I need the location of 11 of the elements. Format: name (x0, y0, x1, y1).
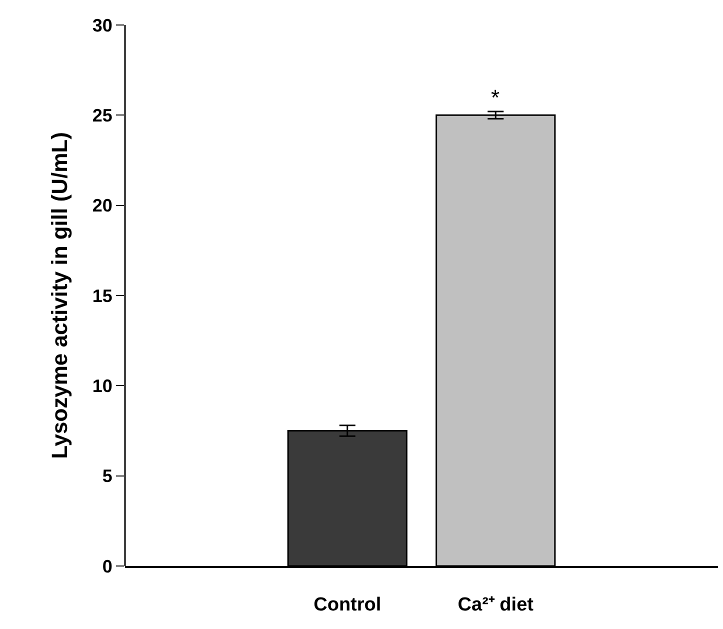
y-tick-label: 5 (102, 466, 112, 486)
annotation: * (491, 85, 500, 110)
y-tick-label: 25 (92, 105, 112, 126)
y-tick-label: 0 (102, 556, 112, 576)
y-axis-title: Lysozyme activity in gill (U/mL) (47, 132, 72, 459)
y-tick-label: 20 (92, 196, 112, 216)
x-tick-label: Ca²⁺ diet (458, 594, 534, 616)
y-tick-label: 30 (92, 15, 112, 36)
y-tick-label: 10 (92, 376, 112, 396)
y-tick-label: 15 (92, 286, 112, 306)
x-tick-label: Control (314, 594, 382, 616)
